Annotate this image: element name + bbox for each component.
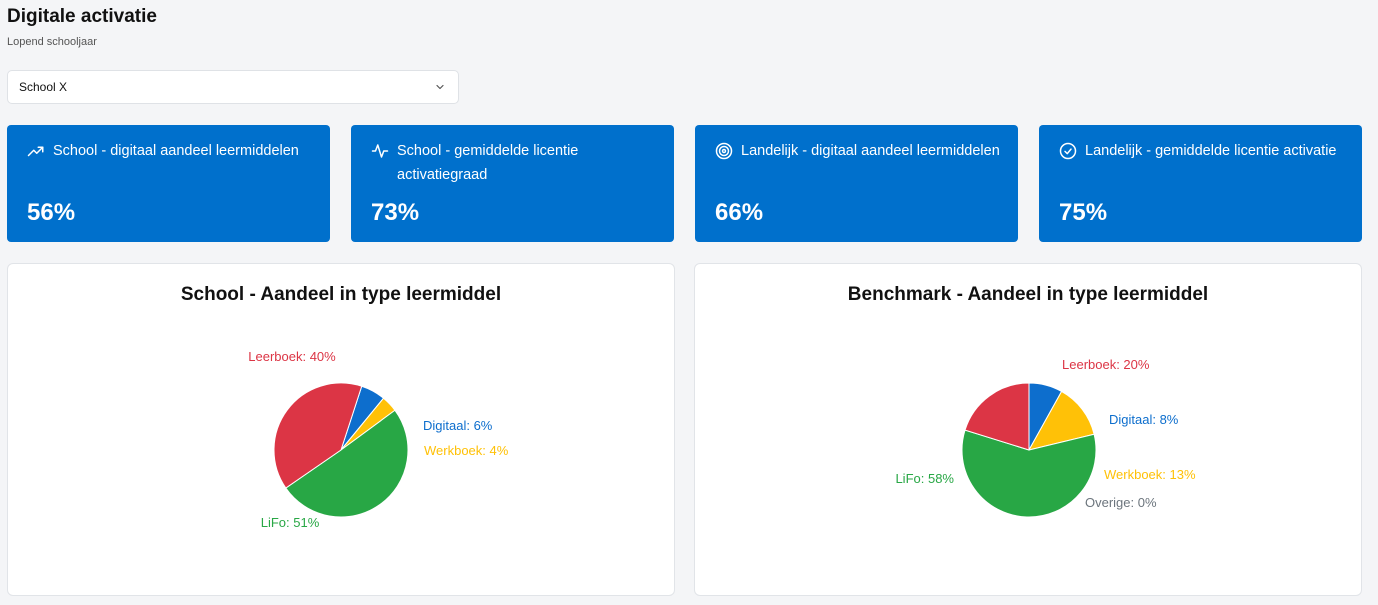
pie-label-lifo: LiFo: 58% — [895, 471, 954, 486]
pie-slice-lifo[interactable] — [961, 429, 1097, 518]
kpi-label: School - gemiddelde licentie activatiegr… — [397, 143, 579, 183]
kpi-value: 73% — [371, 199, 420, 226]
school-pie-chart-panel: School - Aandeel in type leermiddel Digi… — [7, 263, 675, 596]
kpi-card-school-digital-share: School - digitaal aandeel leermiddelen 5… — [7, 125, 330, 242]
chart-title: School - Aandeel in type leermiddel — [180, 284, 502, 305]
kpi-label: Landelijk - gemiddelde licentie activati… — [1085, 143, 1337, 159]
pie-label-lifo: LiFo: 51% — [261, 515, 320, 530]
pie-label-werkboek: Werkboek: 4% — [424, 443, 509, 458]
kpi-value: 66% — [715, 199, 764, 226]
benchmark-pie-chart: Digitaal: 8% Werkboek: 13% Overige: 0% LiFo… — [895, 357, 1196, 518]
kpi-card-school-activation-rate: School - gemiddelde licentie activatiegr… — [351, 125, 674, 242]
chevron-down-icon — [436, 84, 444, 90]
kpi-label: School - digitaal aandeel leermiddelen — [53, 143, 299, 159]
page-title: Digitale activatie — [7, 6, 157, 27]
pie-label-digitaal: Digitaal: 8% — [1109, 412, 1179, 427]
pie-label-leerboek: Leerboek: 40% — [248, 349, 336, 364]
school-select[interactable]: School X — [7, 70, 459, 104]
check-circle-icon — [1059, 142, 1077, 160]
pie-label-leerboek: Leerboek: 20% — [1062, 357, 1150, 372]
kpi-card-national-activation: Landelijk - gemiddelde licentie activati… — [1039, 125, 1362, 242]
page-subtitle: Lopend schooljaar — [7, 36, 97, 48]
kpi-row: School - digitaal aandeel leermiddelen 5… — [7, 125, 1362, 242]
pie-label-overige: Overige: 0% — [1085, 495, 1157, 510]
benchmark-pie-chart-panel: Benchmark - Aandeel in type leermiddel D… — [694, 263, 1362, 596]
activity-icon — [371, 144, 389, 158]
pie-label-digitaal: Digitaal: 6% — [423, 418, 493, 433]
pie-slice-leerboek[interactable] — [964, 382, 1030, 451]
target-icon — [715, 142, 733, 160]
chart-title: Benchmark - Aandeel in type leermiddel — [847, 284, 1209, 305]
school-pie-chart: Digitaal: 6% Werkboek: 4% LiFo: 51% Leerboe… — [248, 349, 509, 530]
trending-up-icon — [27, 146, 44, 157]
kpi-value: 75% — [1059, 199, 1108, 226]
kpi-card-national-digital-share: Landelijk - digitaal aandeel leermiddele… — [695, 125, 1018, 242]
kpi-value: 56% — [27, 199, 76, 226]
pie-label-werkboek: Werkboek: 13% — [1104, 467, 1196, 482]
school-select-value: School X — [19, 80, 68, 94]
pie-slice-werkboek[interactable] — [1028, 390, 1095, 451]
kpi-label: Landelijk - digitaal aandeel leermiddele… — [741, 143, 1000, 159]
pie-slice-leerboek[interactable] — [273, 382, 363, 489]
pie-slice-lifo[interactable] — [285, 409, 409, 518]
